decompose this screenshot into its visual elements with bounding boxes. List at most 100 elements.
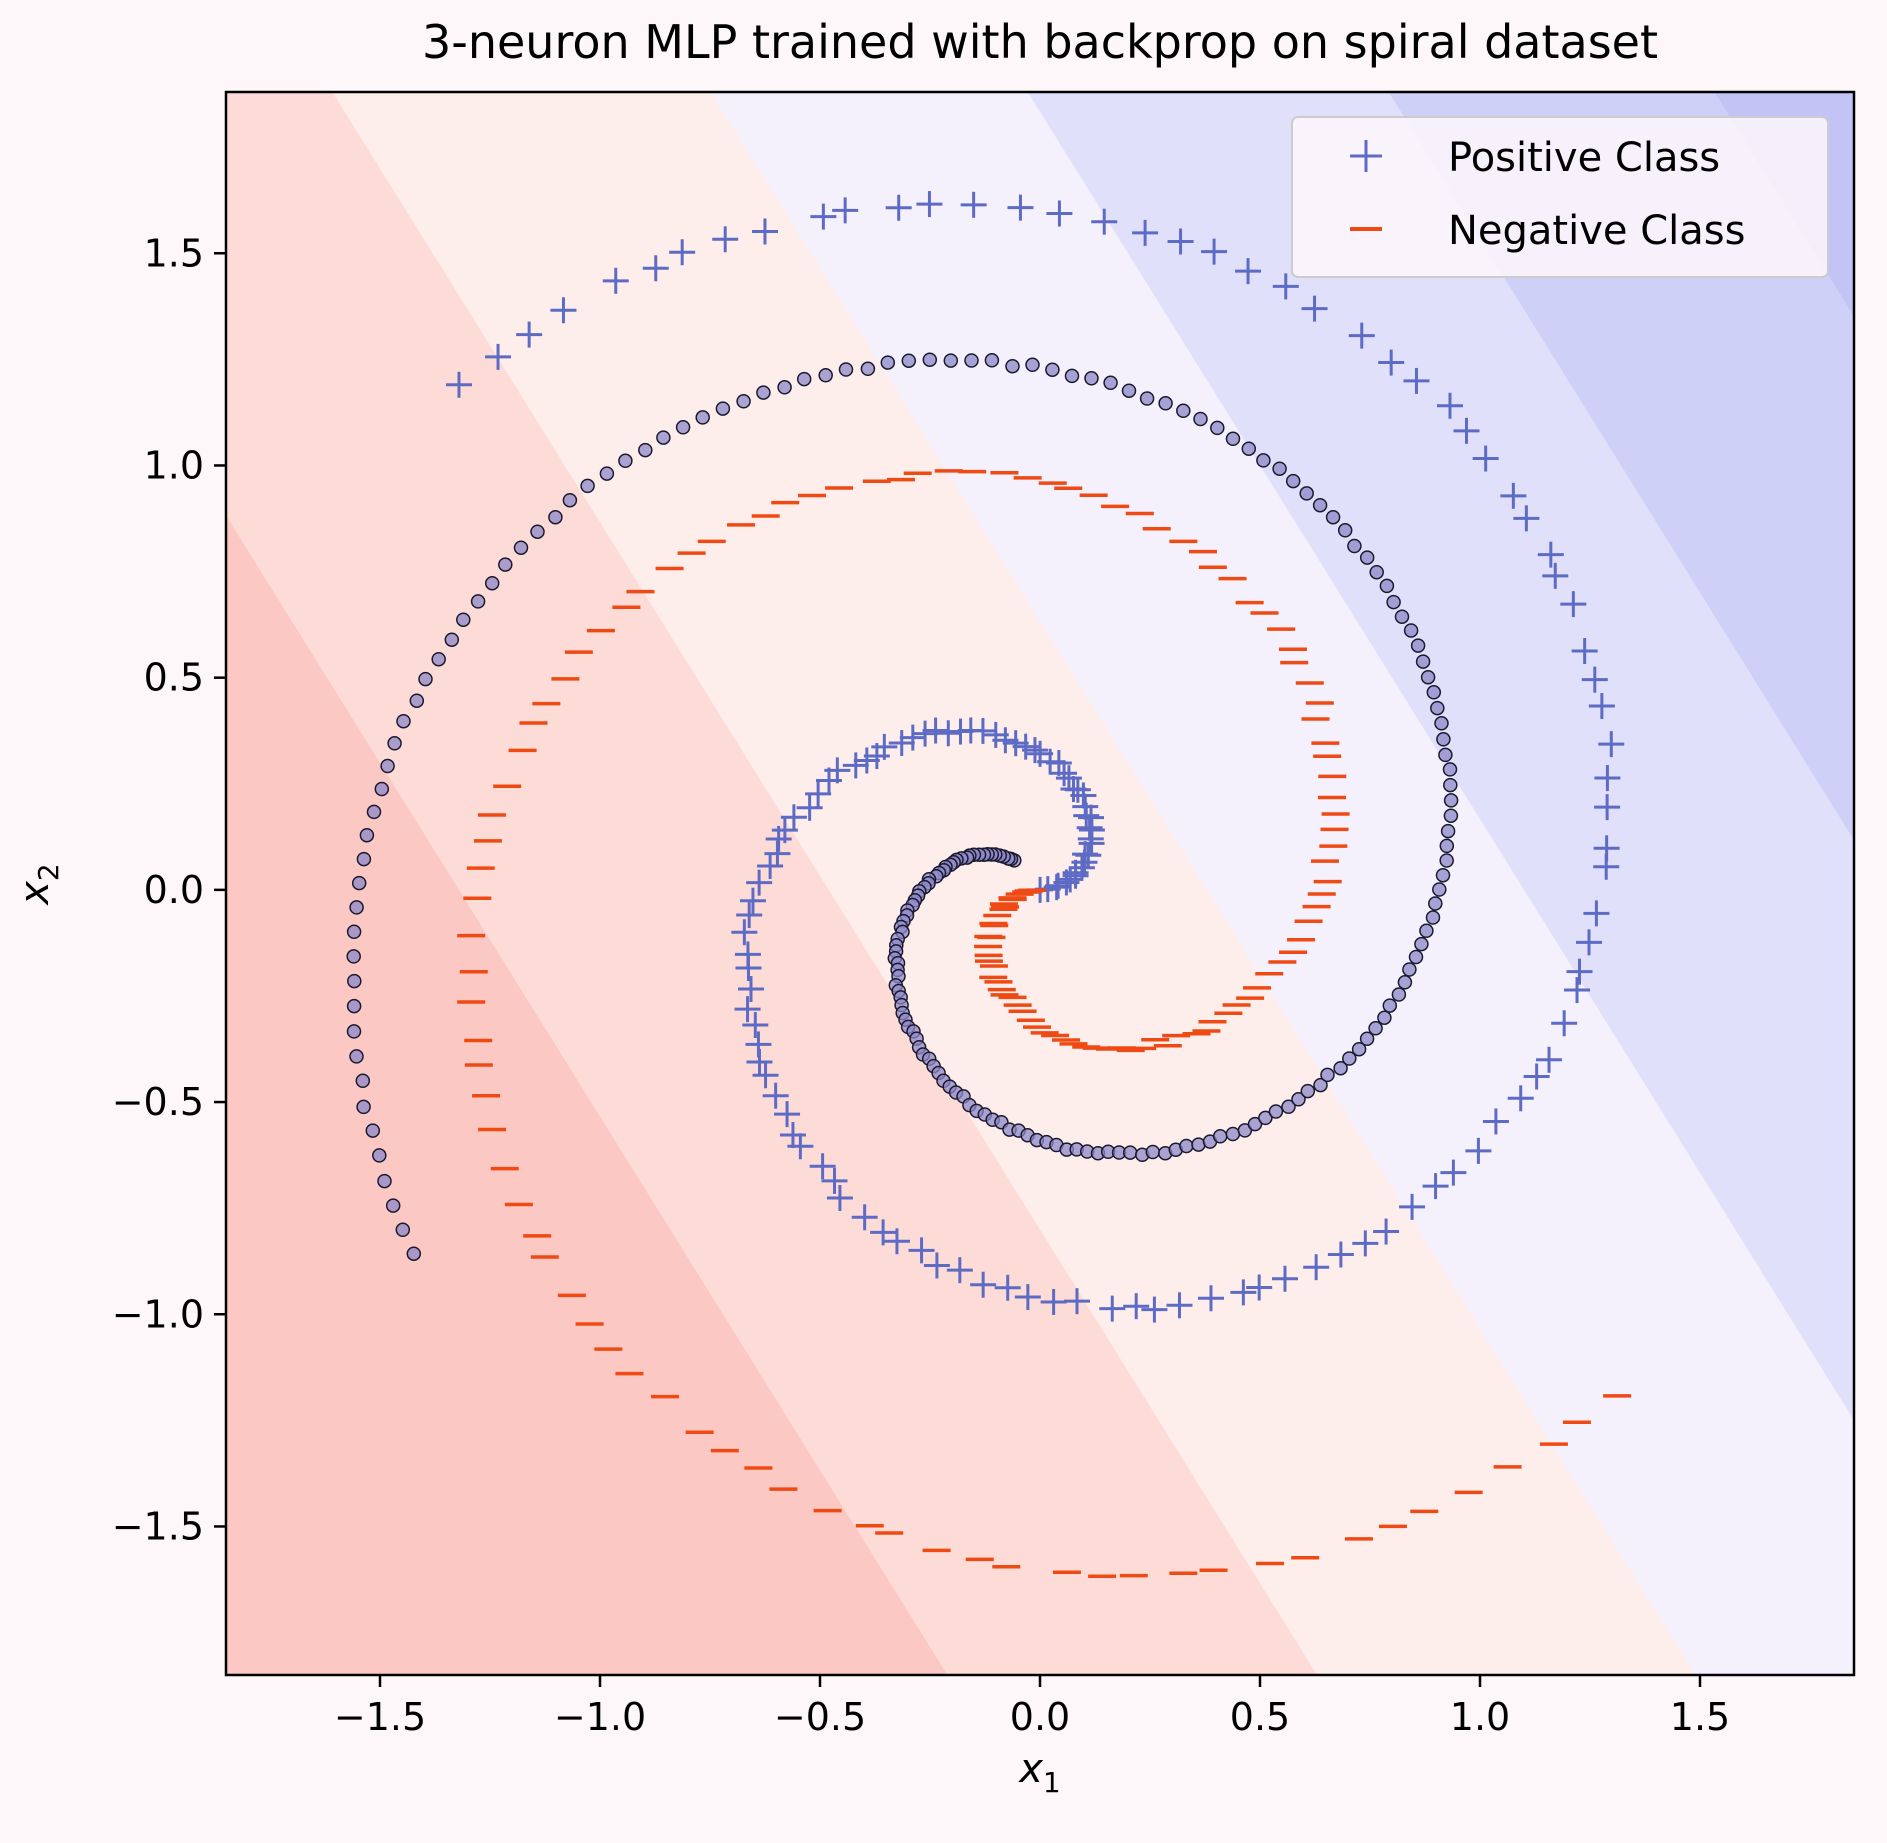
y-tick-label: 1.0 (144, 443, 204, 487)
positive-point (1272, 273, 1299, 300)
overlay-circle-point (356, 851, 372, 867)
positive-point (735, 955, 762, 982)
overlay-circle-point (736, 394, 751, 409)
positive-point (746, 869, 773, 896)
overlay-circle-point (484, 575, 500, 591)
positive-point (737, 976, 764, 1003)
positive-point (736, 902, 763, 929)
positive-point (832, 197, 859, 224)
overlay-circle-point (1176, 403, 1191, 419)
positive-point (1167, 228, 1194, 255)
overlay-circle-point (1272, 461, 1287, 476)
overlay-circle-point (1377, 1010, 1392, 1025)
overlay-circle-point (349, 1049, 364, 1064)
overlay-circle-point (356, 1099, 371, 1115)
overlay-circle-point (964, 353, 979, 368)
positive-point (1007, 194, 1034, 221)
x-tick-label: 1.5 (1670, 1695, 1730, 1739)
overlay-circle-point (1382, 998, 1398, 1013)
overlay-circle-point (346, 924, 362, 940)
positive-point (1046, 200, 1073, 227)
positive-point (1352, 1230, 1379, 1257)
positive-point (1536, 1046, 1563, 1073)
overlay-circle-point (1391, 987, 1407, 1002)
overlay-circle-point (1045, 362, 1060, 377)
overlay-circle-point (498, 557, 513, 572)
y-tick-label: −1.0 (112, 1292, 204, 1336)
positive-point (1197, 1285, 1224, 1312)
overlay-circle-point (1300, 1083, 1316, 1099)
x-tick-label: 0.0 (1010, 1695, 1070, 1739)
positive-point (1571, 638, 1598, 665)
overlay-circle-point (675, 420, 691, 435)
positive-point (922, 717, 949, 744)
overlay-circle-point (1342, 1051, 1357, 1066)
overlay-circle-point (1212, 1129, 1228, 1144)
positive-point (888, 729, 915, 756)
y-tick-label: −0.5 (112, 1080, 204, 1124)
positive-point (602, 267, 629, 294)
positive-point (1551, 1010, 1578, 1037)
overlay-circle-point (1325, 509, 1341, 525)
overlay-circle-point (943, 353, 959, 368)
overlay-circle-point (1397, 975, 1413, 990)
overlay-circle-point (580, 478, 595, 494)
overlay-circle-point (618, 453, 633, 469)
overlay-circle-point (1408, 949, 1424, 965)
positive-point (1598, 731, 1625, 758)
positive-point (1507, 1085, 1534, 1112)
positive-point (899, 724, 926, 751)
decision-region-5 (1388, 92, 1854, 841)
overlay-circle-point (1436, 732, 1451, 747)
overlay-circle-point (1440, 823, 1456, 839)
positive-point (1472, 445, 1499, 472)
overlay-circle-point (1139, 391, 1155, 406)
positive-point (994, 1274, 1021, 1301)
positive-point (1576, 929, 1603, 956)
y-axis: 1.5 1.0 0.5 0.0 −0.5 −1.0 −1.5 (112, 231, 226, 1548)
positive-point (1537, 541, 1564, 568)
positive-point (669, 239, 696, 266)
overlay-circle-point (456, 612, 471, 627)
overlay-circle-point (796, 371, 812, 387)
positive-point (739, 887, 766, 914)
overlay-circle-point (1368, 1021, 1383, 1036)
overlay-circle-point (1064, 368, 1080, 384)
positive-point (1235, 258, 1262, 285)
overlay-circle-point (1426, 685, 1442, 700)
overlay-circle-point (548, 509, 563, 525)
positive-point (1440, 1159, 1467, 1186)
positive-point (1002, 730, 1029, 757)
overlay-circle-point (351, 875, 367, 891)
positive-point (810, 203, 837, 230)
positive-point (1422, 1173, 1449, 1200)
x-tick-label: 1.0 (1450, 1695, 1510, 1739)
overlay-circle-point (1359, 1031, 1375, 1047)
positive-point (916, 191, 943, 218)
overlay-circle-point (1419, 923, 1434, 939)
overlay-circle-point (860, 361, 876, 377)
positive-point (762, 1082, 789, 1109)
positive-point (1099, 1295, 1126, 1322)
overlay-circle-point (395, 1222, 411, 1238)
overlay-circle-point (418, 671, 433, 687)
overlay-circle-point (1313, 1077, 1328, 1093)
positive-point (1063, 1288, 1090, 1315)
overlay-circle-point (1281, 1099, 1296, 1115)
overlay-circle-point (1193, 411, 1208, 427)
overlay-circle-point (922, 352, 938, 367)
overlay-circle-point (431, 651, 446, 667)
positive-point (1072, 841, 1099, 868)
overlay-circle-point (1337, 523, 1353, 538)
positive-point (923, 1252, 950, 1279)
positive-point (1132, 219, 1159, 246)
overlay-circle-point (409, 693, 425, 708)
positive-point (1373, 1218, 1400, 1245)
positive-point (960, 191, 987, 218)
positive-point (787, 1133, 814, 1160)
y-tick-label: 0.0 (144, 868, 204, 912)
overlay-circle-point (1320, 1067, 1335, 1083)
overlay-circle-point (599, 466, 615, 481)
positive-point (1594, 794, 1621, 821)
